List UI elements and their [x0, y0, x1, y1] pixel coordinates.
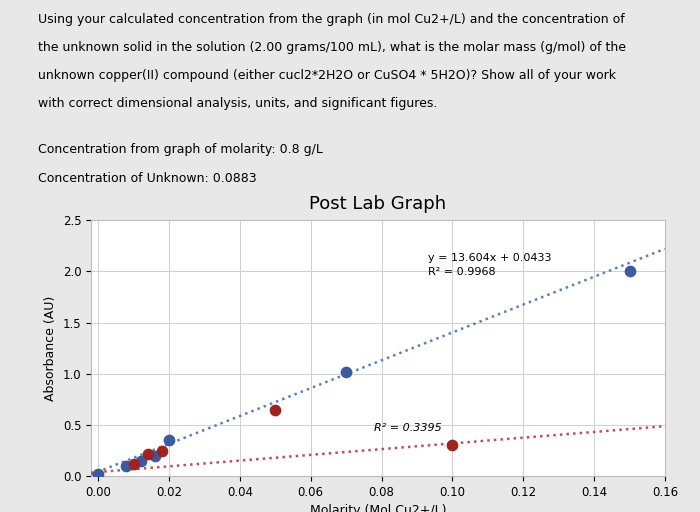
Point [121, 462, 132, 470]
Point [128, 460, 139, 468]
Text: the unknown solid in the solution (2.00 grams/100 mL), what is the molar mass (g: the unknown solid in the solution (2.00 … [38, 41, 626, 54]
Text: Using your calculated concentration from the graph (in mol Cu2+/L) and the conce: Using your calculated concentration from… [38, 13, 625, 26]
Point [624, 267, 635, 275]
Point [135, 457, 146, 465]
Text: Concentration from graph of molarity: 0.8 g/L: Concentration from graph of molarity: 0.… [38, 143, 323, 156]
Point [149, 452, 160, 460]
Text: unknown copper(II) compound (either cucl2*2H2O or CuSO4 * 5H2O)? Show all of you: unknown copper(II) compound (either cucl… [38, 69, 617, 82]
Text: with correct dimensional analysis, units, and significant figures.: with correct dimensional analysis, units… [38, 97, 438, 110]
Point [340, 368, 351, 376]
Text: Concentration of Unknown: 0.0883: Concentration of Unknown: 0.0883 [38, 172, 257, 184]
Text: R² = 0.3395: R² = 0.3395 [374, 423, 442, 433]
Y-axis label: Absorbance (AU): Absorbance (AU) [44, 295, 57, 401]
Point [142, 450, 153, 458]
X-axis label: Molarity (Mol Cu2+/L): Molarity (Mol Cu2+/L) [309, 504, 447, 512]
Point [163, 436, 174, 444]
Title: Post Lab Graph: Post Lab Graph [309, 195, 447, 213]
Point [447, 441, 458, 450]
Point [156, 446, 167, 455]
Point [270, 406, 281, 414]
Point [92, 470, 104, 478]
Text: y = 13.604x + 0.0433
R² = 0.9968: y = 13.604x + 0.0433 R² = 0.9968 [428, 253, 551, 277]
